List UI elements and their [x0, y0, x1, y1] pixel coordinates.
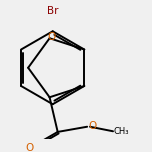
Text: CH₃: CH₃	[114, 127, 129, 136]
Text: O: O	[88, 121, 96, 131]
Text: O: O	[47, 32, 55, 42]
Text: O: O	[26, 143, 34, 152]
Text: Br: Br	[47, 6, 58, 16]
